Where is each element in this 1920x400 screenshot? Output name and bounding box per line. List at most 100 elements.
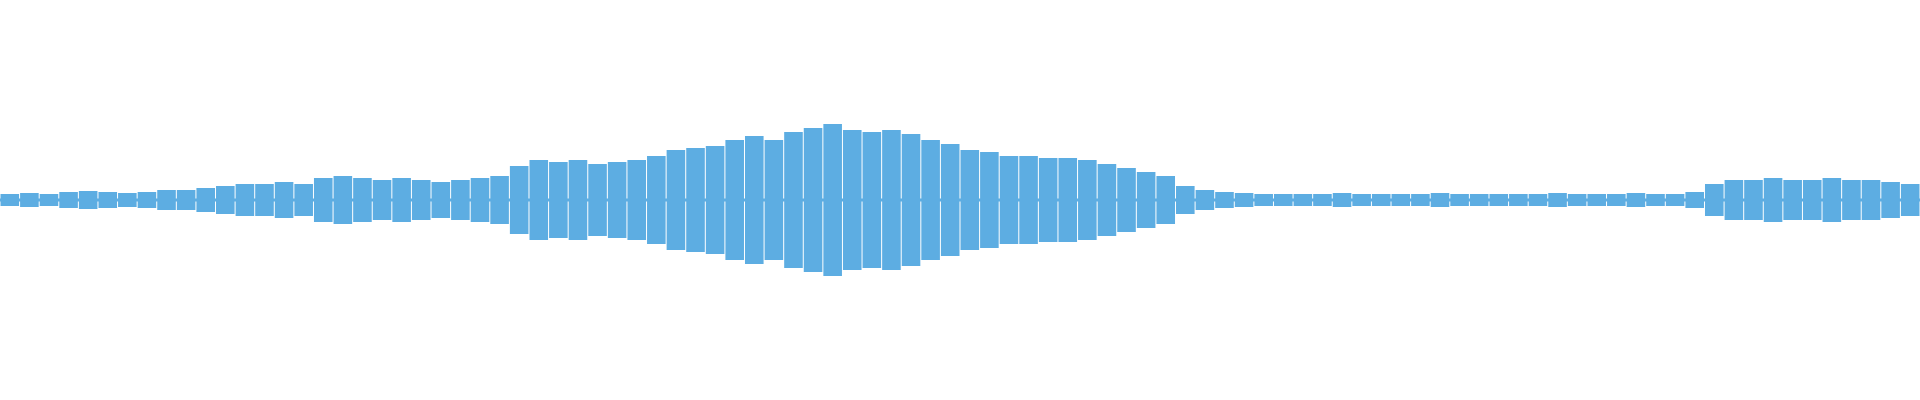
amplitude-bar <box>216 186 235 214</box>
amplitude-bar <box>1215 192 1234 208</box>
amplitude-bar <box>1822 178 1842 222</box>
amplitude-bar <box>862 132 882 268</box>
amplitude-bar <box>313 178 333 222</box>
amplitude-bar <box>137 192 157 208</box>
amplitude-bar <box>1254 194 1273 206</box>
amplitude-bar <box>255 184 274 216</box>
amplitude-bar <box>196 188 216 212</box>
amplitude-bar <box>470 178 490 222</box>
amplitude-bar <box>1704 184 1724 216</box>
amplitude-bar <box>1156 176 1176 224</box>
amplitude-bar <box>803 128 823 272</box>
amplitude-bar <box>1861 180 1881 220</box>
amplitude-bar <box>764 140 784 260</box>
amplitude-bar <box>1685 192 1704 208</box>
amplitude-bar <box>607 162 627 238</box>
amplitude-bar <box>451 180 470 220</box>
amplitude-bar <box>1038 158 1058 242</box>
amplitude-bar <box>20 193 39 207</box>
amplitude-bar <box>235 184 255 216</box>
amplitude-bar <box>333 176 353 224</box>
amplitude-bar <box>1293 194 1313 206</box>
amplitude-bar <box>392 178 411 222</box>
amplitude-bar <box>1469 194 1489 206</box>
amplitude-bar <box>725 140 744 260</box>
amplitude-bar <box>1136 172 1156 228</box>
amplitude-bar <box>1097 164 1117 236</box>
amplitude-bar <box>274 182 294 218</box>
amplitude-bar <box>1332 193 1352 207</box>
amplitude-bar <box>118 193 137 207</box>
amplitude-bar <box>1763 178 1783 222</box>
amplitude-bar <box>1391 194 1411 206</box>
amplitude-bar <box>1587 194 1607 206</box>
amplitude-bar <box>1195 190 1215 210</box>
amplitude-bar <box>294 184 313 216</box>
amplitude-bar <box>882 130 901 270</box>
amplitude-bar <box>1313 194 1332 206</box>
amplitude-bar <box>980 152 999 248</box>
amplitude-bar <box>1842 180 1861 220</box>
amplitude-bar <box>529 160 549 240</box>
amplitude-bar <box>999 156 1019 244</box>
amplitude-bar <box>823 124 842 276</box>
amplitude-bar <box>627 160 647 240</box>
amplitude-bar <box>0 194 20 206</box>
amplitude-bar <box>1019 156 1038 244</box>
amplitude-bar <box>940 144 960 256</box>
amplitude-bar <box>372 180 392 220</box>
amplitude-bar <box>1783 180 1802 220</box>
amplitude-bar <box>59 192 78 208</box>
amplitude-bar <box>1176 186 1195 214</box>
amplitude-bar <box>568 160 588 240</box>
amplitude-bar <box>1607 194 1626 206</box>
amplitude-bar <box>98 192 118 208</box>
amplitude-bar <box>1371 194 1391 206</box>
amplitude-bar <box>490 176 509 224</box>
amplitude-bar <box>784 132 803 268</box>
amplitude-bar <box>1724 180 1744 220</box>
amplitude-bar <box>1626 193 1646 207</box>
amplitude-bar <box>921 140 940 260</box>
amplitude-bar <box>588 164 607 236</box>
amplitude-bar <box>1509 194 1528 206</box>
amplitude-bar <box>1646 194 1665 206</box>
amplitude-bar <box>686 148 705 252</box>
amplitude-bar <box>1352 194 1371 206</box>
amplitude-bar <box>1273 194 1293 206</box>
amplitude-bar <box>1489 194 1509 206</box>
amplitude-bar <box>705 146 725 254</box>
amplitude-bar <box>1528 194 1548 206</box>
amplitude-bar <box>353 178 372 222</box>
amplitude-bar <box>1900 184 1920 216</box>
amplitude-bar <box>1078 160 1097 240</box>
amplitude-bar <box>1234 193 1254 207</box>
amplitude-bar <box>647 156 666 244</box>
amplitude-bar <box>1430 193 1450 207</box>
amplitude-bar <box>39 194 59 206</box>
amplitude-bar <box>1058 158 1078 242</box>
amplitude-bar <box>1881 182 1900 218</box>
amplitude-bar <box>1117 168 1136 232</box>
amplitude-bar <box>1802 180 1822 220</box>
amplitude-bar <box>901 134 921 266</box>
amplitude-bar <box>1665 194 1685 206</box>
amplitude-bar <box>78 191 98 209</box>
amplitude-bar <box>549 162 568 238</box>
amplitude-bar <box>666 150 686 250</box>
amplitude-bar <box>1450 194 1469 206</box>
amplitude-bar <box>1744 180 1763 220</box>
amplitude-bar <box>157 190 176 210</box>
amplitude-bar <box>1567 194 1587 206</box>
amplitude-bar <box>1411 194 1430 206</box>
amplitude-bar <box>744 136 764 264</box>
amplitude-bar <box>431 182 451 218</box>
amplitude-bar <box>176 190 196 210</box>
amplitude-bar <box>1548 193 1567 207</box>
amplitude-bar <box>509 166 529 234</box>
amplitude-bar <box>411 180 431 220</box>
amplitude-bar <box>842 130 862 270</box>
amplitude-bar <box>960 150 980 250</box>
